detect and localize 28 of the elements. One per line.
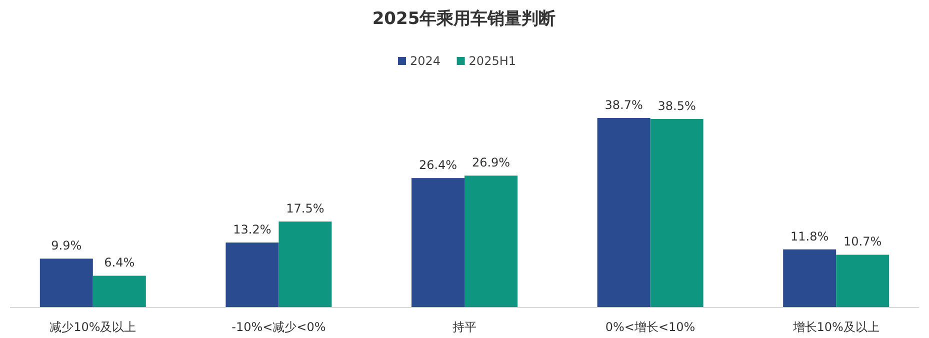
data-label: 6.4% [104, 256, 135, 270]
data-label: 17.5% [286, 202, 324, 216]
data-label: 10.7% [844, 234, 882, 249]
legend-label: 2024 [410, 54, 441, 68]
x-tick-label: 0%<增长<10% [605, 320, 696, 334]
chart-title: 2025年乘用车销量判断 [372, 9, 556, 29]
bar [836, 254, 890, 307]
data-label: 13.2% [233, 222, 272, 237]
data-label: 38.5% [658, 98, 696, 113]
data-label: 9.9% [51, 238, 82, 253]
x-tick-label: 持平 [452, 320, 476, 334]
x-tick-label: -10%<减少<0% [232, 320, 326, 334]
x-tick-label: 减少10%及以上 [50, 320, 136, 334]
legend-label: 2025H1 [468, 54, 516, 68]
data-label: 26.9% [472, 156, 510, 170]
bar [783, 249, 836, 307]
bar [412, 178, 464, 307]
bar [597, 118, 650, 307]
data-label: 26.4% [418, 158, 458, 172]
bar [226, 242, 279, 307]
bar [278, 222, 332, 307]
data-label: 11.8% [790, 229, 829, 244]
data-label: 38.7% [604, 98, 643, 112]
bar [464, 176, 518, 307]
x-tick-label: 增长10%及以上 [792, 320, 880, 334]
bar [92, 276, 146, 307]
bar [40, 258, 93, 307]
bar [650, 118, 704, 307]
